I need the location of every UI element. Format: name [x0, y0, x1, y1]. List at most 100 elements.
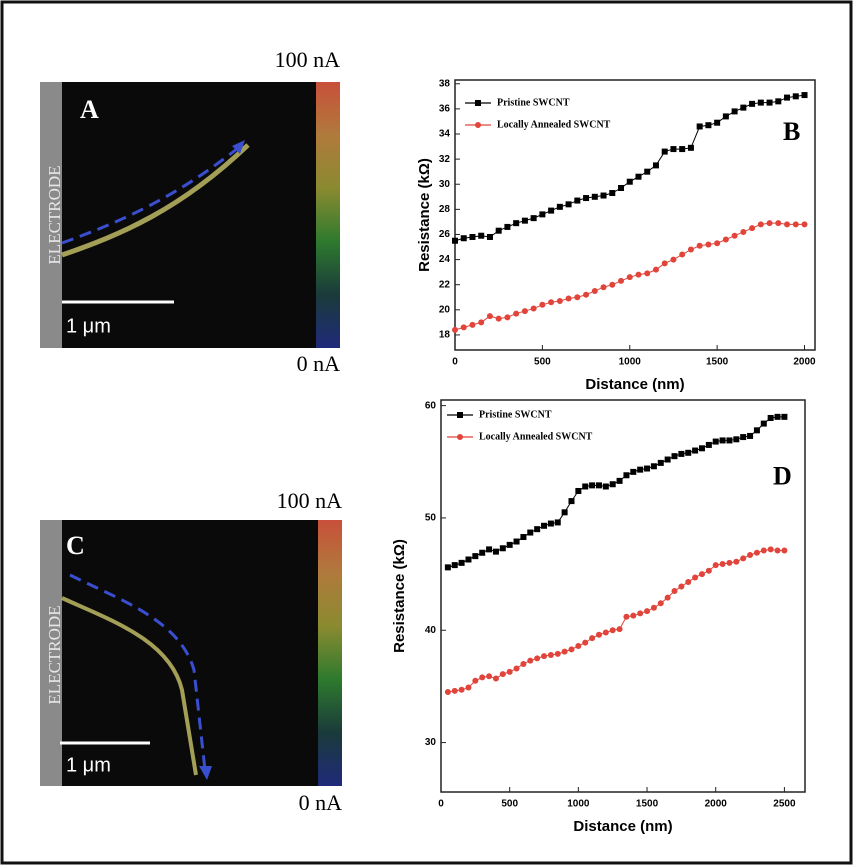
marker — [530, 215, 537, 222]
x-axis-label: Distance (nm) — [573, 818, 672, 835]
marker — [554, 519, 561, 526]
marker — [623, 613, 630, 620]
y-tick-label: 30 — [425, 737, 437, 748]
marker — [451, 687, 458, 694]
y-tick-label: 20 — [439, 304, 451, 315]
panel-letter: B — [783, 117, 800, 146]
marker — [719, 560, 726, 567]
marker — [731, 108, 738, 115]
legend-label: Pristine SWCNT — [479, 409, 552, 420]
marker — [679, 251, 686, 258]
marker — [685, 449, 692, 456]
marker — [784, 94, 791, 101]
plot-frame — [440, 399, 806, 793]
marker — [678, 583, 685, 590]
marker — [784, 221, 791, 228]
marker — [801, 221, 808, 228]
marker — [767, 414, 774, 421]
marker — [698, 571, 705, 578]
marker — [554, 650, 561, 657]
marker — [465, 556, 472, 563]
marker — [589, 635, 596, 642]
y-axis-label: Resistance (kΩ) — [391, 539, 408, 653]
marker — [479, 549, 486, 556]
nanotube — [61, 596, 198, 776]
marker — [618, 277, 625, 284]
marker — [740, 555, 747, 562]
marker — [726, 437, 733, 444]
marker — [527, 657, 534, 664]
marker — [801, 92, 808, 99]
marker — [575, 487, 582, 494]
panel-a: A ELECTRODE 1 μm 100 nA 0 nA — [40, 47, 340, 376]
marker — [541, 653, 548, 660]
marker — [444, 564, 451, 571]
marker — [444, 689, 451, 696]
marker — [513, 310, 520, 317]
legend-marker — [457, 434, 463, 440]
marker — [609, 281, 616, 288]
marker — [568, 646, 575, 653]
marker — [495, 315, 502, 322]
marker — [600, 192, 607, 199]
marker — [504, 314, 511, 321]
marker — [712, 438, 719, 445]
marker — [692, 574, 699, 581]
marker — [600, 284, 607, 291]
y-tick-label: 26 — [439, 229, 451, 240]
marker — [556, 298, 563, 305]
x-tick-label: 1500 — [706, 357, 729, 368]
legend-label: Pristine SWCNT — [497, 97, 570, 108]
marker — [534, 526, 541, 533]
marker — [506, 668, 513, 675]
marker — [486, 313, 493, 320]
marker — [657, 459, 664, 466]
marker — [687, 246, 694, 253]
x-tick-label: 500 — [501, 799, 518, 810]
marker — [757, 99, 764, 106]
marker — [458, 686, 465, 693]
min-label: 0 nA — [299, 790, 343, 815]
min-label: 0 nA — [297, 351, 341, 376]
marker — [705, 122, 712, 129]
marker — [774, 413, 781, 420]
marker — [602, 483, 609, 490]
marker — [637, 466, 644, 473]
marker — [685, 578, 692, 585]
y-tick-label: 36 — [439, 104, 451, 115]
marker — [749, 225, 756, 232]
marker — [722, 236, 729, 243]
marker — [539, 301, 546, 308]
marker — [705, 241, 712, 248]
marker — [626, 274, 633, 281]
marker — [637, 610, 644, 617]
legend-marker — [475, 100, 481, 106]
marker — [650, 604, 657, 611]
marker — [714, 119, 721, 126]
marker — [452, 326, 458, 333]
marker — [547, 651, 554, 658]
y-tick-label: 28 — [439, 204, 451, 215]
colorbar — [318, 520, 342, 786]
marker — [687, 144, 694, 151]
marker — [671, 453, 678, 460]
marker — [630, 612, 637, 619]
series-line — [447, 548, 785, 693]
y-tick-label: 60 — [425, 400, 437, 411]
marker — [513, 665, 520, 672]
marker — [472, 553, 479, 560]
marker — [650, 463, 657, 470]
marker — [534, 655, 541, 662]
marker — [504, 223, 511, 230]
marker — [561, 648, 568, 655]
marker — [583, 195, 590, 202]
marker — [548, 299, 555, 306]
marker — [582, 483, 589, 490]
marker — [696, 242, 703, 249]
y-tick-label: 30 — [439, 179, 451, 190]
max-label: 100 nA — [277, 488, 343, 513]
marker — [495, 227, 502, 234]
marker — [679, 146, 686, 153]
marker — [670, 256, 677, 263]
marker — [781, 413, 788, 420]
